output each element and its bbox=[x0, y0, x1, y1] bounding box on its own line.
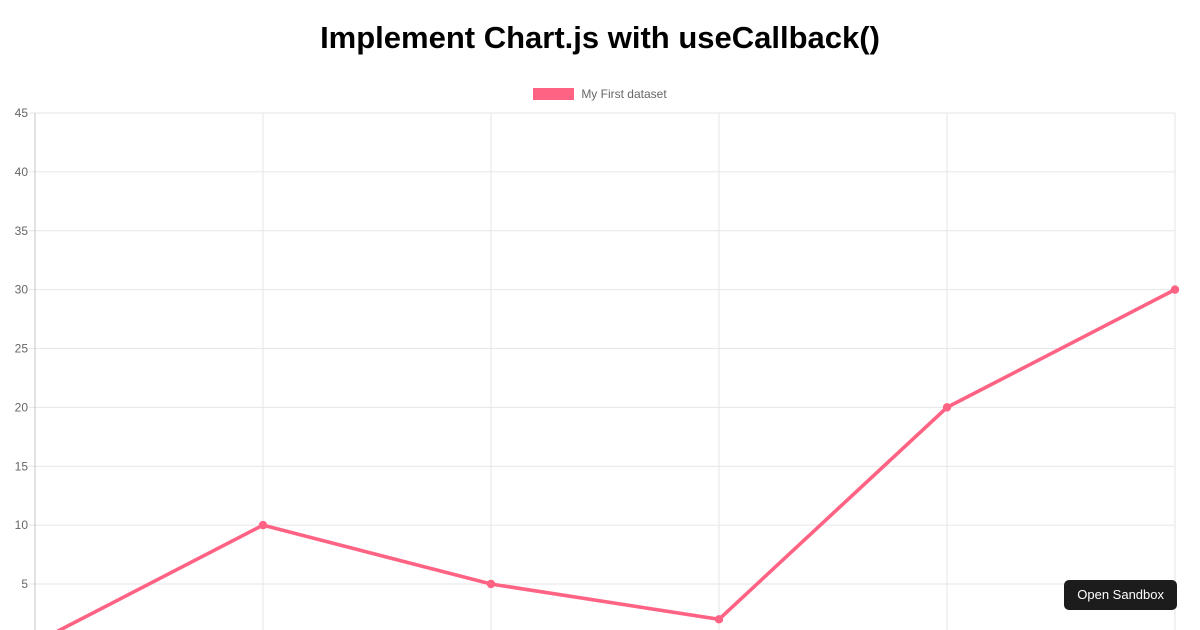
y-tick-label: 15 bbox=[15, 459, 29, 473]
page-title: Implement Chart.js with useCallback() bbox=[320, 20, 880, 55]
y-tick-label: 35 bbox=[15, 224, 29, 238]
dataset-line bbox=[56, 288, 1176, 630]
legend-label: My First dataset bbox=[581, 87, 667, 101]
y-tick-label: 45 bbox=[15, 106, 29, 120]
data-point[interactable] bbox=[714, 615, 724, 624]
data-point[interactable] bbox=[942, 403, 952, 412]
y-tick-label: 40 bbox=[15, 165, 29, 179]
chart-legend[interactable]: My First dataset bbox=[0, 88, 1200, 100]
y-tick-label: 10 bbox=[15, 518, 29, 532]
data-point[interactable] bbox=[1170, 285, 1180, 294]
data-point[interactable] bbox=[258, 520, 268, 530]
open-sandbox-button[interactable]: Open Sandbox bbox=[1064, 580, 1177, 610]
y-tick-label: 30 bbox=[15, 283, 29, 297]
y-tick-label: 20 bbox=[15, 400, 29, 414]
y-tick-label: 5 bbox=[21, 577, 28, 591]
data-point[interactable] bbox=[486, 579, 496, 589]
y-tick-label: 25 bbox=[15, 342, 29, 356]
legend-color-swatch bbox=[533, 88, 575, 100]
